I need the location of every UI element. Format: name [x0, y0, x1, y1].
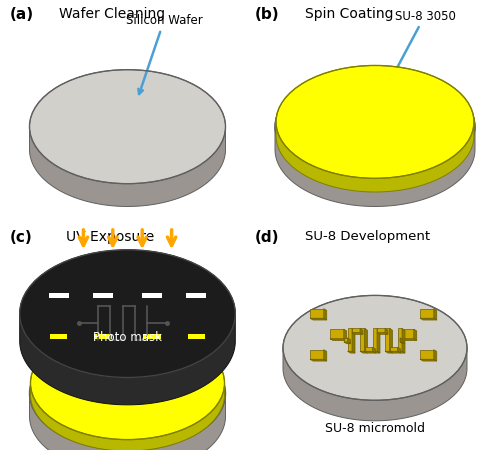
Polygon shape: [30, 127, 226, 207]
Polygon shape: [344, 342, 350, 344]
Polygon shape: [372, 351, 380, 353]
Polygon shape: [398, 348, 400, 353]
Bar: [352, 329, 360, 333]
Text: (b): (b): [255, 7, 280, 22]
Ellipse shape: [20, 250, 236, 378]
Polygon shape: [377, 333, 388, 335]
Bar: [49, 293, 68, 298]
Ellipse shape: [30, 327, 224, 440]
Polygon shape: [276, 122, 474, 192]
Polygon shape: [434, 350, 437, 361]
Polygon shape: [348, 351, 355, 353]
Polygon shape: [324, 350, 327, 361]
Text: SU-8 3050: SU-8 3050: [392, 10, 456, 77]
Polygon shape: [352, 333, 363, 335]
Text: SU-8 micromold: SU-8 micromold: [325, 421, 425, 434]
Bar: [400, 338, 402, 342]
Polygon shape: [400, 339, 417, 341]
Text: Photo mask: Photo mask: [93, 330, 162, 343]
Polygon shape: [398, 351, 405, 353]
Polygon shape: [385, 351, 392, 353]
Bar: [348, 329, 352, 351]
Ellipse shape: [30, 71, 226, 184]
Polygon shape: [414, 329, 417, 341]
Bar: [364, 348, 372, 351]
Bar: [94, 334, 112, 339]
Bar: [360, 329, 364, 351]
Polygon shape: [330, 339, 347, 341]
Polygon shape: [344, 329, 347, 341]
Bar: [420, 309, 434, 318]
Polygon shape: [364, 351, 376, 353]
Bar: [400, 329, 414, 339]
Bar: [144, 334, 160, 339]
Polygon shape: [352, 329, 355, 353]
Text: UV Exposure: UV Exposure: [66, 230, 154, 244]
Polygon shape: [390, 351, 400, 353]
Bar: [310, 309, 324, 318]
Bar: [377, 329, 385, 333]
Bar: [186, 293, 206, 298]
Polygon shape: [385, 329, 388, 335]
Polygon shape: [390, 329, 392, 353]
Polygon shape: [310, 359, 327, 361]
Polygon shape: [434, 309, 437, 320]
Polygon shape: [364, 329, 368, 353]
Ellipse shape: [283, 296, 467, 400]
Polygon shape: [420, 318, 437, 320]
Polygon shape: [310, 318, 327, 320]
Bar: [188, 334, 204, 339]
Text: (d): (d): [255, 230, 280, 245]
Polygon shape: [348, 338, 350, 344]
Bar: [420, 350, 434, 359]
Polygon shape: [372, 348, 376, 353]
Polygon shape: [30, 383, 224, 451]
Text: Silicon Wafer: Silicon Wafer: [126, 14, 202, 95]
Polygon shape: [360, 351, 368, 353]
Bar: [93, 293, 113, 298]
Bar: [344, 338, 348, 342]
Text: (c): (c): [10, 230, 32, 245]
Text: Wafer Cleaning: Wafer Cleaning: [59, 7, 165, 21]
Bar: [385, 329, 390, 351]
Polygon shape: [377, 329, 380, 353]
Polygon shape: [400, 338, 403, 344]
Polygon shape: [20, 314, 236, 405]
Text: Spin Coating: Spin Coating: [305, 7, 394, 21]
Polygon shape: [360, 329, 363, 335]
Bar: [398, 329, 402, 351]
Bar: [390, 348, 398, 351]
Bar: [142, 293, 162, 298]
Polygon shape: [400, 342, 405, 344]
Text: SU-8 Development: SU-8 Development: [305, 230, 430, 243]
Bar: [330, 329, 344, 339]
Polygon shape: [420, 359, 437, 361]
Ellipse shape: [275, 71, 475, 184]
Polygon shape: [30, 394, 226, 455]
Polygon shape: [283, 348, 467, 421]
Text: (a): (a): [10, 7, 34, 22]
Bar: [372, 329, 377, 351]
Ellipse shape: [276, 66, 474, 179]
Bar: [310, 350, 324, 359]
Polygon shape: [402, 329, 405, 353]
Polygon shape: [275, 127, 475, 207]
Bar: [50, 334, 68, 339]
Polygon shape: [324, 309, 327, 320]
Ellipse shape: [30, 337, 226, 450]
